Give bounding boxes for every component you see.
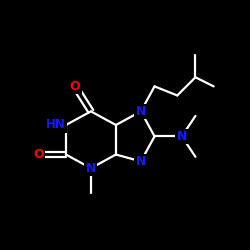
Text: O: O (33, 148, 44, 161)
Text: O: O (70, 80, 80, 93)
Text: N: N (86, 162, 96, 175)
Text: N: N (177, 130, 187, 143)
Text: N: N (136, 155, 146, 168)
Text: HN: HN (46, 118, 66, 132)
Text: N: N (136, 105, 146, 118)
